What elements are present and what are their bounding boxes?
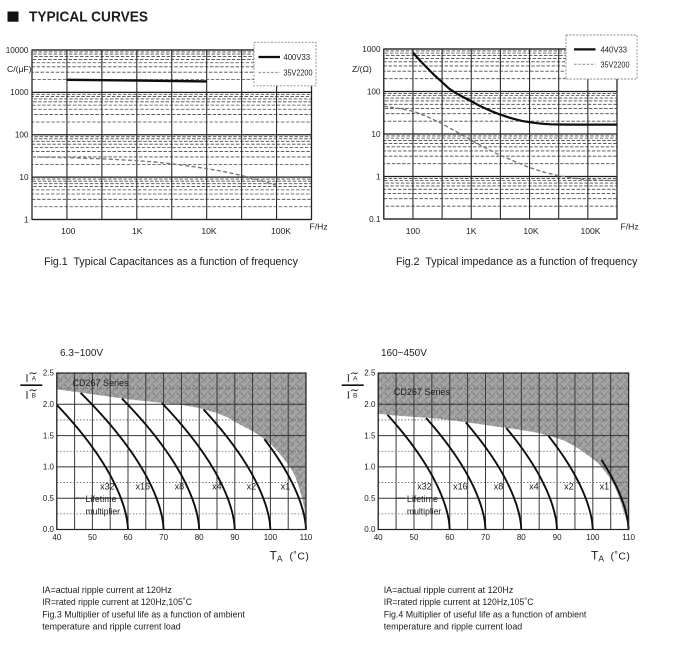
svg-text:440V33: 440V33: [601, 44, 628, 54]
svg-text:A: A: [32, 376, 37, 383]
svg-text:80: 80: [517, 533, 526, 542]
svg-text:6.3~100V: 6.3~100V: [60, 348, 103, 359]
svg-text:F/Hz: F/Hz: [621, 221, 639, 231]
svg-text:50: 50: [410, 533, 419, 542]
svg-text:0.0: 0.0: [43, 525, 55, 534]
svg-text:1K: 1K: [132, 226, 143, 236]
svg-text:Fig.4 Multiplier of useful li: Fig.4 Multiplier of useful life as a fun…: [384, 608, 587, 619]
svg-text:2.5: 2.5: [364, 369, 376, 378]
svg-text:x16: x16: [136, 482, 151, 492]
svg-text:1: 1: [376, 172, 381, 181]
svg-text:35V2200: 35V2200: [284, 68, 313, 78]
svg-text:Lifetime: Lifetime: [407, 494, 438, 504]
svg-text:1.0: 1.0: [43, 463, 55, 472]
svg-text:Fig.3 Multiplier of useful li: Fig.3 Multiplier of useful life as a fun…: [42, 608, 245, 619]
svg-text:35V2200: 35V2200: [601, 59, 630, 69]
svg-text:Lifetime: Lifetime: [86, 494, 117, 504]
svg-text:x2: x2: [247, 482, 257, 492]
svg-text:multiplier: multiplier: [407, 507, 442, 517]
svg-text:10000: 10000: [6, 46, 29, 55]
svg-text:TA: TA: [270, 549, 283, 564]
svg-text:F/Hz: F/Hz: [310, 221, 328, 231]
svg-text:x8: x8: [494, 482, 504, 492]
svg-text:B: B: [32, 393, 37, 400]
svg-text:(˚C): (˚C): [611, 551, 631, 563]
svg-text:1.5: 1.5: [43, 431, 55, 440]
svg-text:60: 60: [445, 533, 454, 542]
svg-text:100: 100: [61, 226, 76, 236]
svg-text:90: 90: [230, 533, 239, 542]
svg-text:IR=rated ripple current at 120: IR=rated ripple current at 120Hz,105˚C: [42, 596, 192, 607]
svg-text:x1: x1: [600, 482, 610, 492]
svg-text:x16: x16: [453, 482, 468, 492]
svg-text:50: 50: [88, 533, 97, 542]
svg-text:2.0: 2.0: [43, 400, 55, 409]
svg-text:x32: x32: [417, 482, 432, 492]
svg-text:x4: x4: [529, 482, 539, 492]
svg-text:1000: 1000: [362, 45, 381, 54]
svg-text:1000: 1000: [10, 88, 29, 97]
svg-text:60: 60: [124, 533, 133, 542]
svg-text:110: 110: [300, 533, 313, 542]
svg-text:400V33: 400V33: [284, 52, 311, 62]
svg-text:x4: x4: [212, 482, 222, 492]
svg-text:I: I: [25, 390, 29, 401]
svg-text:2.0: 2.0: [364, 400, 376, 409]
svg-text:10K: 10K: [523, 226, 539, 236]
svg-text:100: 100: [367, 87, 381, 96]
svg-text:90: 90: [553, 533, 562, 542]
svg-text:70: 70: [159, 533, 168, 542]
svg-text:CD267 Series: CD267 Series: [73, 378, 130, 388]
svg-text:TYPICAL CURVES: TYPICAL CURVES: [29, 10, 148, 26]
svg-text:IA=actual ripple current at 12: IA=actual ripple current at 120Hz: [384, 584, 514, 595]
svg-text:2.5: 2.5: [43, 369, 55, 378]
svg-text:temperature and ripple current: temperature and ripple current load: [384, 621, 523, 632]
svg-text:1.0: 1.0: [364, 463, 376, 472]
svg-text:110: 110: [622, 533, 635, 542]
svg-text:70: 70: [481, 533, 490, 542]
svg-text:x1: x1: [281, 482, 291, 492]
svg-text:10: 10: [19, 173, 29, 182]
svg-text:0.5: 0.5: [364, 494, 376, 503]
svg-text:x32: x32: [100, 482, 115, 492]
svg-text:A: A: [353, 376, 358, 383]
svg-text:multiplier: multiplier: [86, 507, 121, 517]
svg-text:0.5: 0.5: [43, 494, 55, 503]
svg-text:100: 100: [264, 533, 278, 542]
svg-text:Fig.1 Typical Capacitances as: Fig.1 Typical Capacitances as a function…: [44, 256, 299, 268]
svg-text:I: I: [347, 373, 351, 384]
svg-text:I: I: [25, 373, 29, 384]
svg-text:IA=actual ripple current at 12: IA=actual ripple current at 120Hz: [42, 584, 172, 595]
svg-text:80: 80: [195, 533, 204, 542]
svg-text:CD267 Series: CD267 Series: [394, 387, 451, 397]
svg-text:x2: x2: [564, 482, 574, 492]
svg-text:100: 100: [586, 533, 600, 542]
svg-text:40: 40: [52, 533, 61, 542]
svg-text:(˚C): (˚C): [290, 551, 310, 563]
svg-text:10K: 10K: [201, 226, 217, 236]
svg-text:TA: TA: [591, 549, 604, 564]
svg-text:1K: 1K: [466, 226, 477, 236]
svg-text:160~450V: 160~450V: [381, 348, 427, 359]
svg-text:IR=rated ripple current at 120: IR=rated ripple current at 120Hz,105˚C: [384, 596, 534, 607]
svg-text:100: 100: [15, 131, 29, 140]
svg-text:100K: 100K: [271, 226, 291, 236]
svg-text:0.1: 0.1: [369, 215, 381, 224]
svg-text:x8: x8: [175, 482, 185, 492]
svg-text:0.0: 0.0: [364, 525, 376, 534]
svg-text:40: 40: [374, 533, 383, 542]
svg-text:temperature and ripple current: temperature and ripple current load: [42, 621, 181, 632]
svg-text:100K: 100K: [580, 226, 600, 236]
svg-text:Fig.2 Typical impedance as a: Fig.2 Typical impedance as a function of…: [396, 256, 638, 268]
svg-text:100: 100: [406, 226, 421, 236]
svg-text:B: B: [353, 393, 358, 400]
svg-text:1: 1: [24, 215, 29, 224]
svg-text:10: 10: [371, 130, 381, 139]
svg-text:I: I: [347, 390, 351, 401]
svg-text:1.5: 1.5: [364, 431, 376, 440]
svg-text:Z/(Ω): Z/(Ω): [352, 64, 372, 74]
svg-text:C/(μF): C/(μF): [7, 64, 32, 74]
